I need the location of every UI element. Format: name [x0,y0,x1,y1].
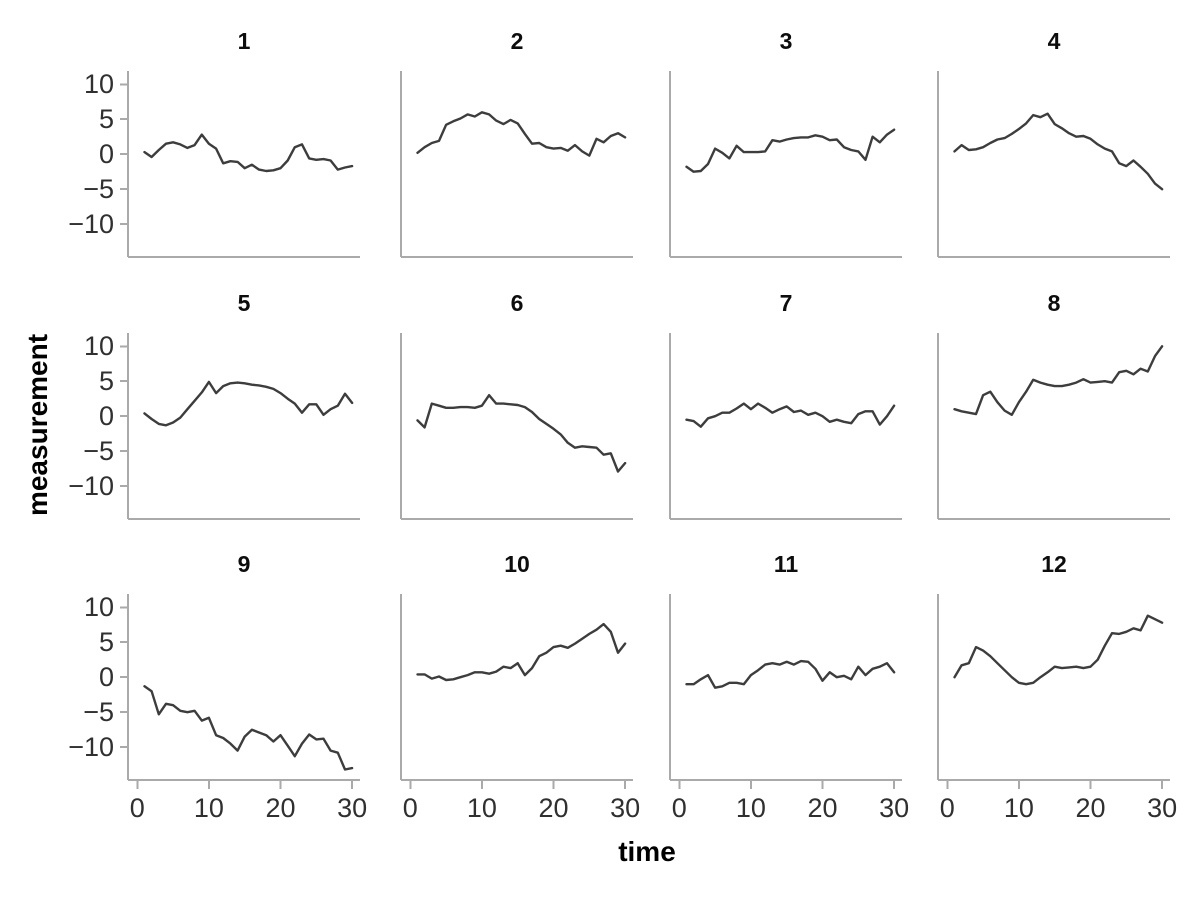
facet-panel [669,71,902,258]
y-tick-label: 0 [98,139,114,170]
facet-title: 11 [773,551,799,577]
facet-panel [937,333,1170,520]
series-line [685,128,896,173]
y-tick-label: −10 [68,209,114,240]
x-tick-label: 30 [1147,793,1178,823]
facet-title: 7 [779,290,793,316]
x-tick-label: 10 [735,793,766,823]
series-line [416,111,627,157]
facet-panel [120,71,360,258]
x-tick-label: 30 [337,793,368,823]
y-tick-label: 5 [98,104,114,135]
series-line [416,394,627,473]
facet-title: 10 [504,551,530,577]
y-tick-label: −5 [83,174,114,205]
x-tick-label: 20 [265,793,296,823]
series-line [143,133,354,173]
x-tick-label: 10 [1003,793,1034,823]
y-tick-label: 5 [98,366,114,397]
facet-panel [400,594,633,789]
facet-title: 9 [237,551,251,577]
series-line [143,380,354,427]
facet-panel [120,333,360,520]
series-line [685,402,896,428]
facet-title: 12 [1041,551,1067,577]
x-tick-label: 0 [939,793,955,823]
y-tick-label: −10 [68,732,114,763]
facet-title: 2 [510,28,524,54]
x-tick-label: 30 [610,793,641,823]
facet-title: 6 [510,290,524,316]
facet-panel [937,71,1170,258]
facet-panel [669,594,902,789]
y-tick-label: 5 [98,627,114,658]
series-line [143,685,354,771]
y-tick-label: −10 [68,471,114,502]
facet-panel [400,333,633,520]
y-tick-label: 10 [83,331,114,362]
y-tick-label: −5 [83,697,114,728]
x-tick-label: 20 [1075,793,1106,823]
x-axis-title: time [618,836,676,867]
facet-title: 3 [779,28,793,54]
x-tick-label: 10 [193,793,224,823]
facet-panel [937,594,1170,789]
facet-title: 4 [1047,28,1061,54]
series-line [953,614,1164,686]
series-line [953,112,1164,191]
y-tick-label: 0 [98,662,114,693]
y-tick-label: −5 [83,436,114,467]
y-tick-label: 0 [98,401,114,432]
x-tick-label: 20 [538,793,569,823]
facet-panel [669,333,902,520]
series-line [416,622,627,682]
y-tick-label: 10 [83,69,114,100]
series-line [685,659,896,689]
series-line [953,345,1164,417]
x-tick-label: 10 [466,793,497,823]
facet-title: 5 [237,290,251,316]
y-tick-label: 10 [83,592,114,623]
x-tick-label: 0 [129,793,145,823]
x-tick-label: 30 [879,793,910,823]
facet-panel [400,71,633,258]
x-tick-label: 20 [807,793,838,823]
x-tick-label: 0 [402,793,418,823]
facet-panel [120,594,360,789]
facet-title: 1 [237,28,251,54]
x-tick-label: 0 [671,793,687,823]
facet-title: 8 [1047,290,1061,316]
